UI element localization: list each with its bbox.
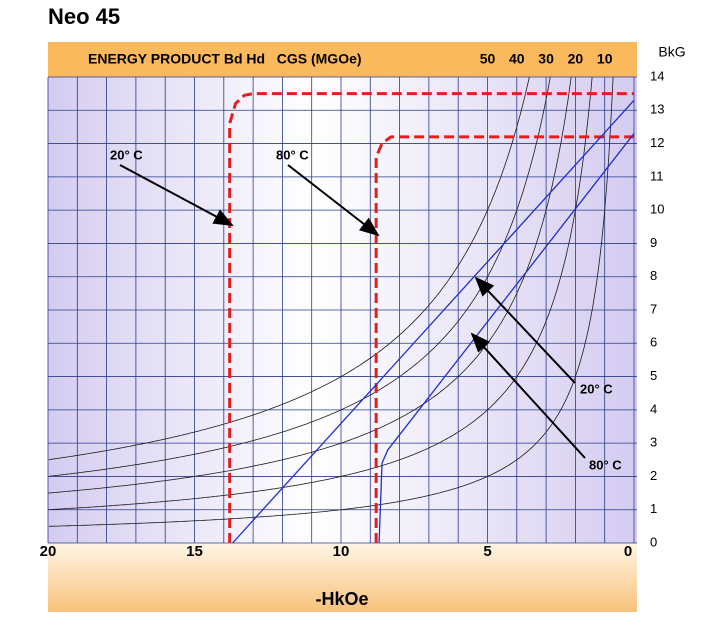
x-tick-label: 5	[483, 543, 491, 560]
energy-label: 50	[480, 51, 496, 67]
y-tick-label: 4	[650, 401, 657, 416]
energy-label: 40	[509, 51, 525, 67]
energy-curve	[49, 77, 551, 477]
y-tick-label: 13	[650, 102, 664, 117]
y-axis-label: BkG	[658, 44, 685, 60]
y-tick-label: 9	[650, 235, 657, 250]
x-tick-label: 0	[624, 543, 632, 560]
annotation: 20° C	[110, 147, 143, 162]
x-axis-label: -HkOe	[315, 589, 368, 609]
energy-label: 20	[568, 51, 584, 67]
x-tick-label: 15	[186, 543, 203, 560]
top-band	[48, 42, 637, 77]
y-tick-label: 8	[650, 268, 657, 283]
y-tick-label: 6	[650, 335, 657, 350]
y-tick-label: 12	[650, 135, 664, 150]
y-tick-label: 7	[650, 301, 657, 316]
y-tick-label: 14	[650, 68, 664, 83]
energy-curve	[49, 77, 614, 527]
y-tick-label: 3	[650, 435, 657, 450]
chart-title: Neo 45	[48, 4, 120, 29]
y-tick-label: 1	[650, 501, 657, 516]
bottom-band	[48, 543, 637, 612]
annotation: 20° C	[580, 381, 613, 396]
grid	[47, 76, 637, 544]
energy-curve	[48, 77, 530, 461]
series-line	[378, 133, 635, 543]
annotations: 20° C 80° C 20° C 80° C	[110, 147, 622, 472]
arrow	[474, 276, 576, 384]
arrow	[470, 332, 586, 459]
arrow	[287, 164, 380, 237]
series-line	[232, 99, 635, 543]
y-tick-label: 2	[650, 468, 657, 483]
energy-label: 30	[538, 51, 554, 67]
y-tick-label: 11	[650, 168, 664, 183]
x-tick-label: 20	[40, 543, 57, 560]
series-line	[228, 92, 634, 543]
arrow	[119, 164, 234, 226]
top-label: ENERGY PRODUCT Bd Hd CGS (MGOe)	[88, 51, 362, 67]
x-tick-label: 10	[333, 543, 350, 560]
y-tick-label: 10	[650, 202, 664, 217]
annotation: 80° C	[276, 147, 309, 162]
energy-label: 10	[597, 51, 613, 67]
annotation: 80° C	[589, 457, 622, 472]
y-tick-label: 0	[650, 534, 657, 549]
energy-curve	[48, 77, 593, 511]
y-tick-label: 5	[650, 368, 657, 383]
